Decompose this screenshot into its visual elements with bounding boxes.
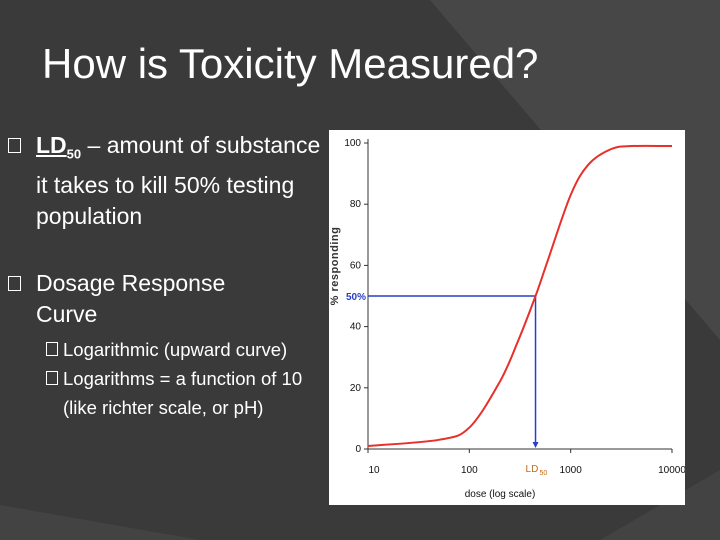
- slide-title: How is Toxicity Measured?: [42, 40, 539, 87]
- x-tick-label: 10: [368, 465, 380, 476]
- sub-bullet-text: Logarithms = a function of 10 (like rich…: [63, 368, 303, 418]
- y-tick-label: 60: [350, 260, 362, 271]
- ld50-arrowhead: [532, 442, 539, 448]
- y-axis-label: % responding: [329, 227, 341, 306]
- fifty-percent-label: 50%: [346, 292, 366, 303]
- chart-background: [329, 130, 685, 505]
- dose-response-chart: 0 20 40 60 80 100 10 100 1000 10000 dose (log scal…: [329, 130, 685, 505]
- y-tick-label: 80: [350, 199, 362, 210]
- x-tick-label: 1000: [560, 465, 583, 476]
- ld50-axis-label: LD: [526, 464, 539, 475]
- y-tick-label: 0: [355, 444, 361, 455]
- sub-bullet-marker: [46, 342, 58, 356]
- bullet-marker: [8, 138, 21, 153]
- x-tick-label: 10000: [658, 465, 685, 476]
- y-tick-label: 40: [350, 322, 362, 333]
- bullet-text: Dosage Response Curve: [36, 270, 226, 327]
- bullet-text: LD50 – amount of substance it takes to k…: [36, 130, 336, 232]
- ld-label: LD: [36, 132, 67, 158]
- bullet-marker: [8, 276, 21, 291]
- background-shape: [0, 505, 200, 540]
- dose-response-curve: [367, 144, 673, 447]
- y-tick-label: 100: [344, 138, 361, 149]
- ld50-axis-label-subscript: 50: [540, 470, 548, 477]
- background-shape: [600, 470, 720, 540]
- sub-bullet-text: Logarithmic (upward curve): [63, 339, 288, 360]
- x-axis-label: dose (log scale): [465, 489, 536, 500]
- x-tick-label: 100: [461, 465, 478, 476]
- y-tick-label: 20: [350, 383, 362, 394]
- ld50-term: LD50: [36, 132, 81, 162]
- ld-subscript: 50: [66, 146, 82, 162]
- sub-bullet-marker: [46, 371, 58, 385]
- ld50-definition: – amount of substance it takes to kill 5…: [36, 132, 321, 229]
